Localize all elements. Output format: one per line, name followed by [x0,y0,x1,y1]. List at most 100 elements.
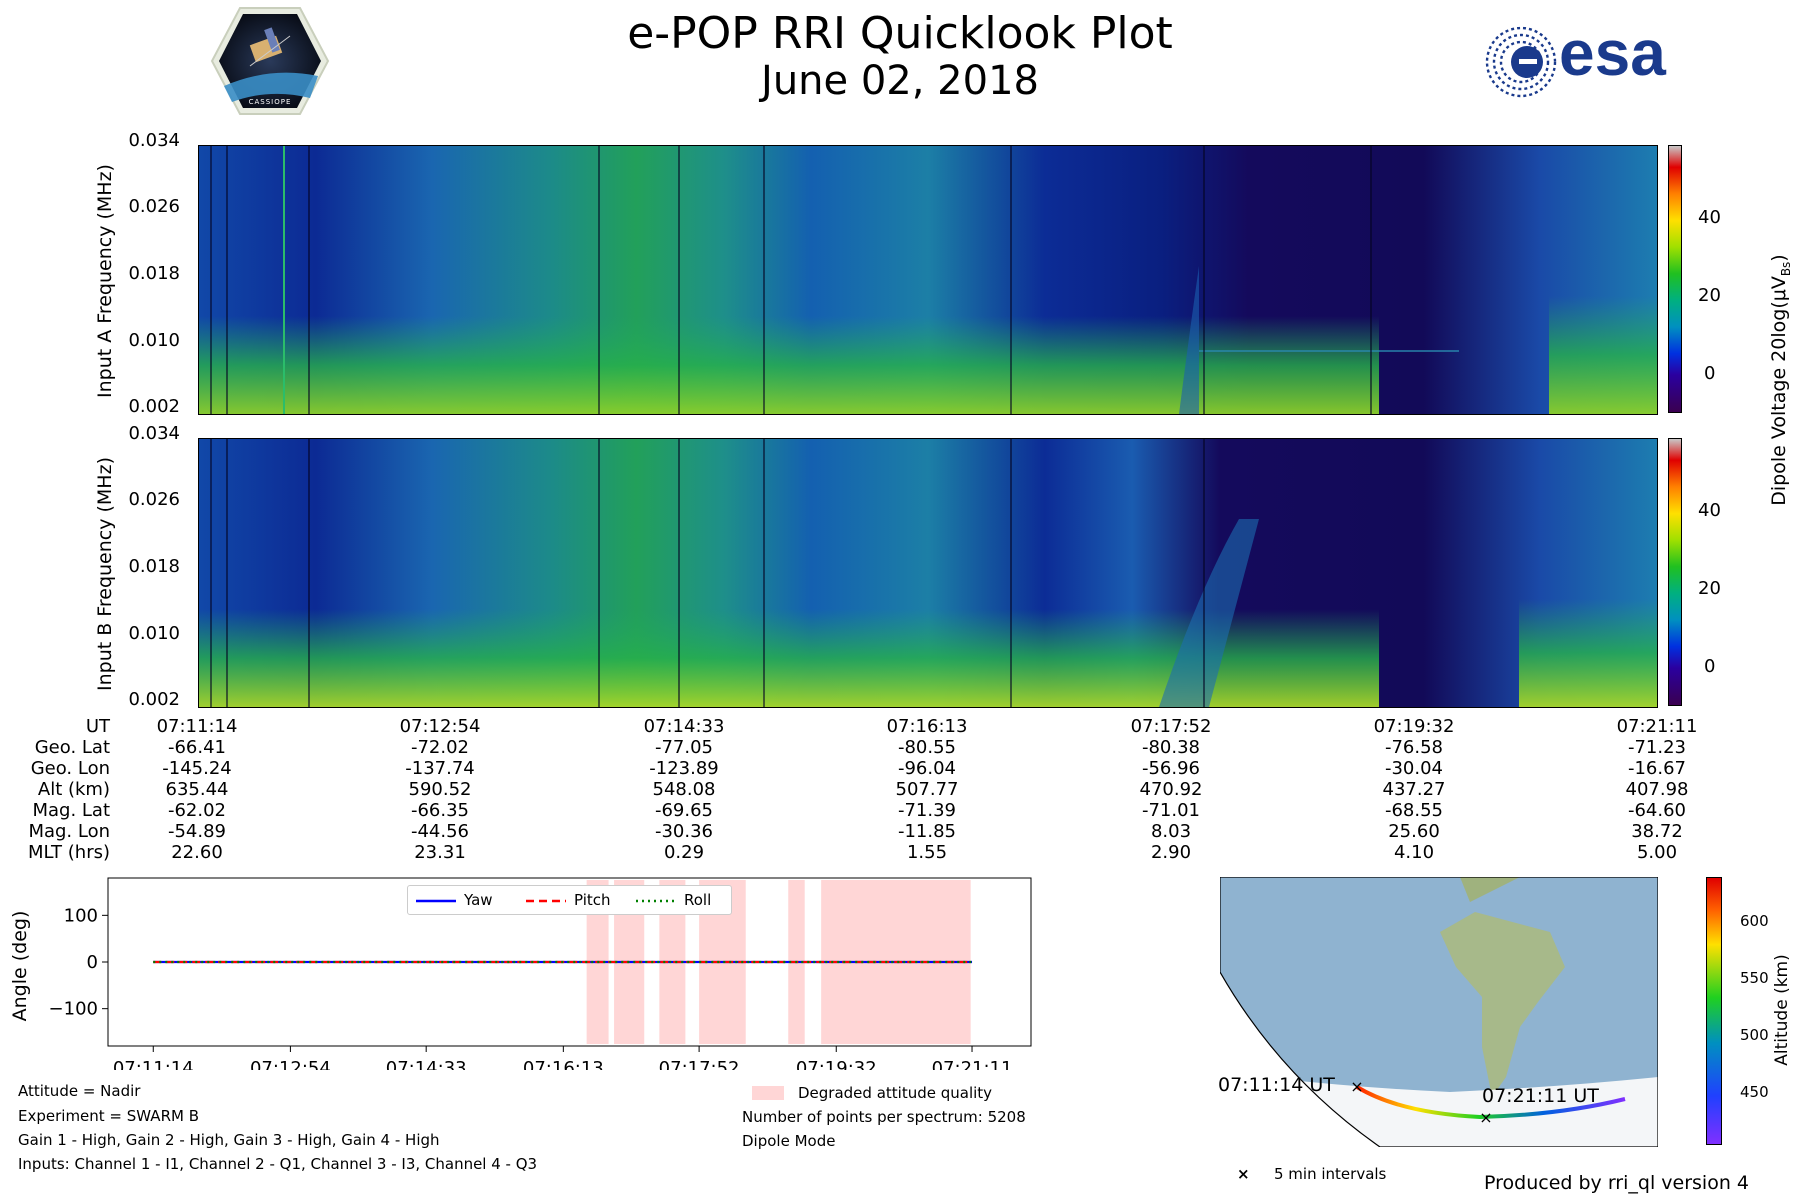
footer-experiment: Experiment = SWARM B [18,1107,199,1125]
orbit-row-label: Mag. Lon [28,821,110,842]
map-start-label: 07:11:14 UT [1218,1074,1335,1096]
panel-b-yticks: 0.034 0.026 0.018 0.010 0.002 [110,423,190,711]
altitude-ticks: 600 550 500 450 [1726,877,1776,1143]
orbit-cell: 25.60 [1388,821,1440,842]
footer-attitude: Attitude = Nadir [18,1082,141,1100]
colorbar-tick: 40 [1698,500,1721,521]
orbit-cell: 07:16:13 [886,716,968,737]
orbit-cell: 407.98 [1625,779,1689,800]
attitude-legend: Yaw Pitch Roll [407,885,732,915]
colorbar-tick: 0 [1704,656,1716,677]
orbit-cell: 38.72 [1631,821,1683,842]
orbit-row-label: Geo. Lon [30,758,110,779]
esa-logo: esa [1475,17,1695,102]
orbit-cell: -137.74 [405,758,475,779]
orbit-cell: -30.04 [1384,758,1444,779]
x-tick-label: 07:21:11 [932,1058,1013,1070]
svg-text:×: × [1479,1108,1492,1127]
orbit-cell: -44.56 [410,821,470,842]
orbit-cell: -69.65 [654,800,714,821]
orbit-cell: 1.55 [906,842,948,863]
map-end-label: 07:21:11 UT [1482,1085,1599,1107]
orbit-cell: 4.10 [1393,842,1435,863]
orbit-cell: 470.92 [1139,779,1203,800]
points-per-spectrum: Number of points per spectrum: 5208 [742,1108,1026,1126]
orbit-cell: 0.29 [663,842,705,863]
orbit-cell: 23.31 [414,842,466,863]
panel-b-ytick: 0.034 [128,423,180,444]
altitude-tick: 450 [1740,1083,1769,1101]
y-tick-label: 0 [87,952,98,973]
colorbar-tick: 40 [1698,207,1721,228]
colorbar-b-ticks: 40 20 0 [1686,438,1736,704]
orbit-row-label: UT [85,716,110,737]
interval-legend: 5 min intervals [1274,1165,1387,1183]
orbit-cell: -76.58 [1384,737,1444,758]
y-tick-label: −100 [49,999,98,1020]
svg-text:×: × [1350,1077,1363,1096]
orbit-cell: -66.35 [410,800,470,821]
x-tick-label: 07:19:32 [796,1058,877,1070]
cassiope-logo-text: CASSIOPE [248,98,292,106]
panel-b-ytick: 0.026 [128,489,180,510]
orbit-cell: 635.44 [165,779,229,800]
plot-date: June 02, 2018 [761,58,1039,104]
orbit-cell: -123.89 [649,758,719,779]
orbit-cell: -64.60 [1627,800,1687,821]
panel-a-ytick: 0.034 [128,130,180,151]
orbit-cell: 22.60 [171,842,223,863]
orbit-row-label: Mag. Lat [32,800,110,821]
orbit-cell: -96.04 [897,758,957,779]
orbit-cell: -56.96 [1141,758,1201,779]
orbit-cell: -80.55 [897,737,957,758]
orbit-cell: -62.02 [167,800,227,821]
orbit-cell: 437.27 [1382,779,1446,800]
panel-a-ytick: 0.026 [128,196,180,217]
orbit-cell: -71.39 [897,800,957,821]
panel-a-yticks: 0.034 0.026 0.018 0.010 0.002 [110,130,190,418]
orbit-cell: 590.52 [408,779,472,800]
panel-a-ytick: 0.002 [128,396,180,417]
colorbar-b [1668,438,1682,706]
esa-logo-text: esa [1559,17,1666,89]
spectrogram-input-a [198,145,1658,415]
x-tick-label: 07:11:14 [113,1058,194,1070]
orbit-cell: 07:17:52 [1130,716,1212,737]
orbit-table: UT Geo. Lat Geo. Lon Alt (km) Mag. Lat Mag. L… [0,716,1800,866]
orbit-cell: -54.89 [167,821,227,842]
orbit-cell: 8.03 [1150,821,1192,842]
panel-b-ytick: 0.002 [128,689,180,710]
orbit-cell: -71.23 [1627,737,1687,758]
orbit-cell: 07:19:32 [1373,716,1455,737]
altitude-colorbar [1706,877,1722,1145]
orbit-cell: 548.08 [652,779,716,800]
x-tick-label: 07:14:33 [386,1058,467,1070]
degraded-legend-label: Degraded attitude quality [798,1084,993,1102]
orbit-cell: -11.85 [897,821,957,842]
altitude-tick: 550 [1740,969,1769,987]
footer-inputs: Inputs: Channel 1 - I1, Channel 2 - Q1, … [18,1155,538,1173]
x-tick-label: 07:12:54 [250,1058,331,1070]
orbit-cell: -77.05 [654,737,714,758]
x-tick-label: 07:16:13 [523,1058,604,1070]
orbit-cell: 07:12:54 [399,716,481,737]
colorbar-tick: 20 [1698,285,1721,306]
x-tick-label: 07:17:52 [659,1058,740,1070]
orbit-row-label: Geo. Lat [34,737,110,758]
orbit-cell: 07:11:14 [156,716,238,737]
colorbar-tick: 0 [1704,363,1716,384]
dipole-mode: Dipole Mode [742,1132,836,1150]
orbit-cell: 2.90 [1150,842,1192,863]
orbit-cell: 07:21:11 [1616,716,1698,737]
spectrogram-input-b [198,438,1658,708]
orbit-cell: -72.02 [410,737,470,758]
cassiope-logo: CASSIOPE [210,6,330,116]
plot-title: e-POP RRI Quicklook Plot [627,8,1173,59]
orbit-cell: -80.38 [1141,737,1201,758]
orbit-row-label: Alt (km) [37,779,110,800]
legend-roll: Roll [684,891,712,909]
colorbar-tick: 20 [1698,578,1721,599]
colorbar-a-ticks: 40 20 0 [1686,145,1736,411]
panel-a-ytick: 0.010 [128,330,180,351]
panel-b-ytick: 0.018 [128,556,180,577]
